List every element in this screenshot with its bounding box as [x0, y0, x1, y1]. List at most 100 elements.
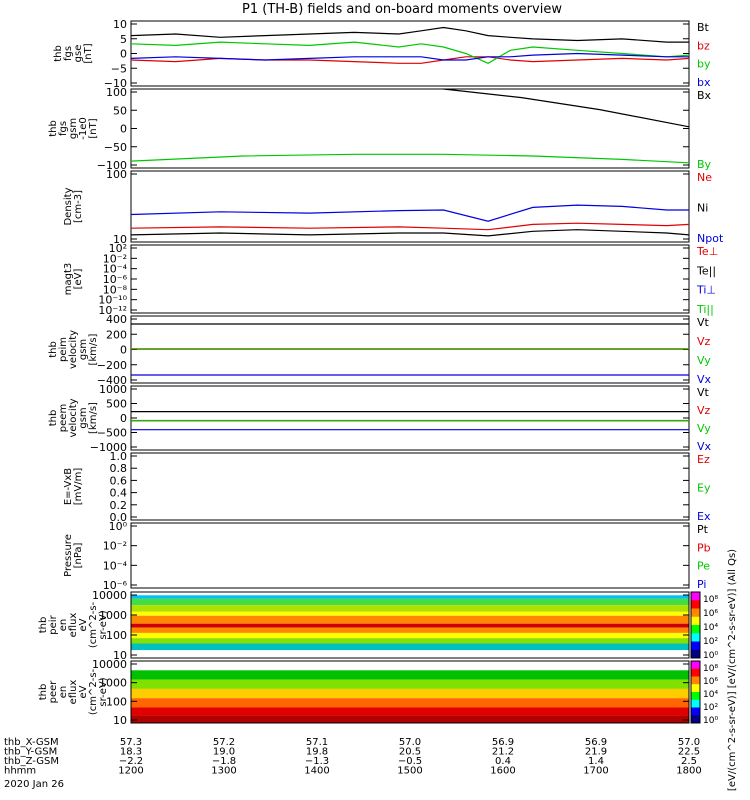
heatmap-band: [131, 627, 689, 633]
colorbar-tick: 10⁴: [703, 623, 718, 633]
legend-ni: Ni: [697, 202, 708, 215]
y-label-line: en: [58, 619, 69, 632]
y-axis-label: thb fgs gsm -1e0 [nT]: [48, 117, 99, 140]
colorbar-segment: [691, 616, 700, 626]
y-label-line: fgs: [63, 46, 74, 61]
heatmap-band: [131, 611, 689, 616]
y-tick-label: 10⁻²: [103, 540, 127, 553]
y-tick-label: 200: [106, 328, 127, 341]
y-tick-label: 10⁰: [109, 520, 128, 533]
y-label-line: magt3: [63, 263, 74, 296]
y-tick-label: 0.2: [110, 499, 128, 512]
panel-frame: [130, 385, 690, 451]
colorbar-segment: [691, 707, 700, 716]
legend-by: By: [697, 158, 712, 171]
xaxis-value: −0.5: [398, 756, 422, 767]
xaxis-value: 20.5: [399, 747, 421, 758]
y-tick-label: −5: [111, 62, 127, 75]
y-label-line: [cm-3]: [73, 190, 84, 223]
xaxis-value: 56.9: [585, 737, 607, 748]
y-label-line: [eV]: [73, 269, 84, 290]
legend-pt: Pt: [697, 523, 709, 536]
xaxis-value: −2.2: [119, 756, 143, 767]
series-by: [130, 153, 690, 164]
y-label-line: [nT]: [88, 118, 99, 138]
y-label-line: (cm^2-s-: [88, 668, 99, 715]
figure-title: P1 (TH-B) fields and on-board moments ov…: [242, 2, 562, 17]
y-tick-label: 100: [106, 168, 127, 181]
y-label-line: [km/s]: [88, 333, 99, 365]
panel-frame: [130, 88, 690, 169]
y-label-line: gse: [73, 45, 84, 63]
y-label-line: Pressure: [63, 534, 74, 577]
y-tick-label: 1000: [99, 677, 127, 690]
xaxis-value: 0.4: [495, 756, 511, 767]
colorbar-frame: [690, 660, 701, 724]
legend-vx: Vx: [697, 440, 712, 453]
xaxis-value: 1600: [490, 766, 515, 777]
y-tick-label: 10000: [92, 589, 127, 602]
colorbar-segment: [691, 684, 700, 693]
y-tick-label: 500: [106, 398, 127, 411]
y-tick-label: 50: [113, 104, 127, 117]
colorbar-label: [eV/(cm^2-s-sr-eV)] [eV/(cm^2-s-sr-eV)] …: [727, 549, 738, 791]
colorbar-segment: [691, 676, 700, 685]
y-label-line: [nT]: [83, 43, 94, 63]
y-label-line: gsm: [68, 118, 79, 139]
heatmap-band: [131, 715, 689, 723]
panel-10: 10000 1000 100 10 thb peer en eflux eV (cm^2-s-sr…: [38, 658, 690, 727]
xaxis-row-label: thb_Y-GSM: [4, 747, 57, 758]
y-label-line: eflux: [68, 680, 79, 705]
colorbar-segment: [691, 699, 700, 708]
y-label-line: velocity: [68, 330, 79, 369]
legend-bt: Bt: [697, 21, 710, 34]
xaxis-value: 2.5: [681, 756, 697, 767]
xaxis-value: 1700: [583, 766, 608, 777]
xaxis-value: −1.3: [305, 756, 329, 767]
y-label-line: thb: [53, 45, 64, 62]
y-label-line: velocity: [68, 398, 79, 437]
y-tick-label: 0.8: [110, 462, 128, 475]
colorbar-tick: 10⁶: [703, 609, 718, 619]
y-label-line: eV: [78, 685, 89, 698]
y-label-line: gsm: [78, 407, 89, 428]
legend-te: Te||: [696, 264, 716, 277]
legend-vy: Vy: [697, 354, 711, 367]
y-tick-label: 0: [120, 344, 127, 357]
y-axis-label: thb peem velocity gsm [km/s]: [48, 398, 99, 437]
y-axis-label: Density [cm-3]: [63, 187, 84, 225]
y-axis-label: thb fgs gse [nT]: [53, 43, 94, 63]
y-label-line: sr-eV): [98, 677, 109, 706]
xaxis-value: 57.0: [399, 737, 421, 748]
panel-3: 100 10 Density [cm-3] Ne Ni Npot: [63, 168, 724, 246]
y-label-line: thb: [38, 617, 49, 634]
y-tick-label: 0: [120, 412, 127, 425]
series-ni: [130, 229, 690, 237]
y-label-line: eflux: [68, 613, 79, 638]
heatmap-band: [131, 605, 689, 612]
xaxis-value: 57.2: [213, 737, 235, 748]
y-tick-label: 0: [120, 123, 127, 136]
legend-bx: bx: [697, 76, 711, 89]
legend-vz: Vz: [697, 335, 711, 348]
heatmap-band: [131, 679, 689, 689]
xaxis-row-label: hhmm: [4, 766, 36, 777]
y-tick-label: 0: [120, 48, 127, 61]
legend-pe: Pe: [697, 560, 710, 573]
colorbar-segment: [691, 625, 700, 634]
xaxis-value: 56.9: [492, 737, 514, 748]
xaxis-value: 1300: [211, 766, 236, 777]
colorbar-tick: 10⁸: [703, 595, 718, 605]
colorbar-segment: [691, 592, 700, 601]
panel-frame: [130, 20, 690, 87]
panel-frame: [130, 244, 690, 314]
y-tick-label: 400: [106, 313, 127, 326]
panel-frame: [130, 170, 690, 243]
y-label-line: peir: [48, 614, 59, 634]
y-tick-label: −500: [97, 427, 127, 440]
colorbar-frame: [690, 591, 701, 659]
xaxis-row-label: thb_X-GSM: [4, 737, 59, 748]
xaxis-value: 22.5: [678, 747, 700, 758]
